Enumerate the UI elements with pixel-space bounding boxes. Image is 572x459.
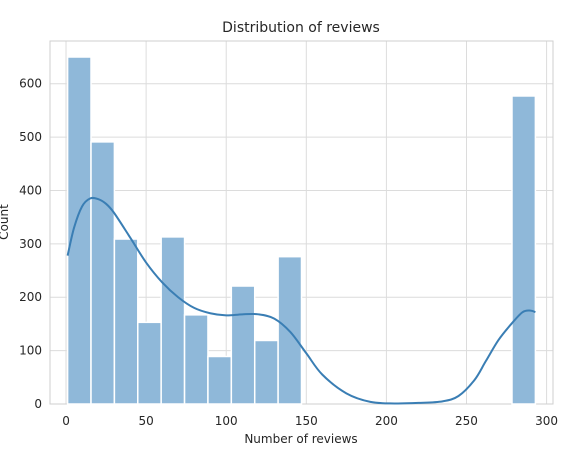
x-tick-label: 0 [62, 414, 70, 428]
histogram-bar [183, 314, 209, 405]
y-tick-label: 100 [19, 344, 42, 358]
x-tick-labels: 0 50 100 150 200 250 300 [62, 414, 558, 428]
histogram-bar [511, 95, 537, 405]
x-axis-label: Number of reviews [244, 432, 357, 446]
histogram-bar [207, 355, 233, 405]
x-tick-label: 50 [138, 414, 153, 428]
x-tick-label: 250 [455, 414, 478, 428]
histogram-bar [66, 56, 92, 405]
x-tick-label: 300 [535, 414, 558, 428]
y-tick-labels: 0 100 200 300 400 500 600 [19, 77, 42, 411]
histogram-bar [230, 285, 256, 405]
x-tick-label: 200 [375, 414, 398, 428]
y-axis-label: Count [0, 204, 11, 240]
histogram-bar [113, 238, 139, 405]
y-tick-label: 500 [19, 130, 42, 144]
x-tick-label: 100 [215, 414, 238, 428]
histogram-bars [66, 56, 537, 405]
histogram-bar [137, 321, 162, 405]
y-tick-label: 600 [19, 77, 42, 91]
x-tick-label: 150 [295, 414, 318, 428]
histogram-bar [160, 236, 186, 405]
histogram-bar [90, 141, 116, 405]
y-tick-label: 400 [19, 183, 42, 197]
y-tick-label: 300 [19, 237, 42, 251]
y-tick-label: 0 [34, 397, 42, 411]
y-tick-label: 200 [19, 290, 42, 304]
chart-title: Distribution of reviews [222, 20, 380, 36]
kde-line [66, 196, 536, 405]
histogram-bar [253, 339, 279, 405]
